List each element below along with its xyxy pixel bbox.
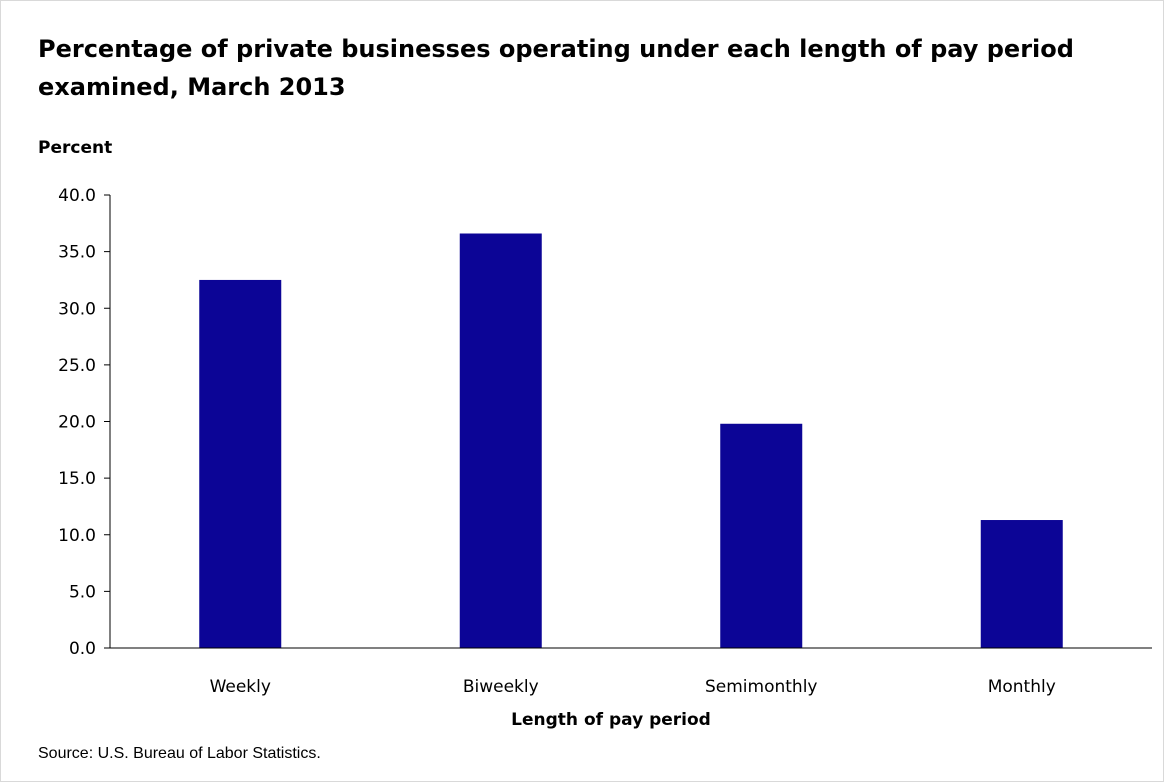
x-tick-label: Monthly — [988, 677, 1056, 697]
y-tick-label: 40.0 — [58, 186, 96, 206]
chart-title: Percentage of private businesses operati… — [38, 35, 1074, 101]
y-axis: 0.0 5.0 10.0 15.0 20.0 25.0 30.0 35.0 40.0 — [58, 186, 110, 659]
y-tick-label: 25.0 — [58, 356, 96, 376]
x-axis-title: Length of pay period — [511, 710, 711, 730]
y-tick-label: 35.0 — [58, 243, 96, 263]
bar-monthly — [980, 520, 1063, 648]
y-tick-label: 20.0 — [58, 413, 96, 433]
bar-semimonthly — [720, 423, 803, 648]
y-tick-label: 10.0 — [58, 526, 96, 546]
y-tick-label: 0.0 — [69, 639, 96, 659]
y-axis-title: Percent — [38, 138, 112, 158]
y-tick-label: 15.0 — [58, 469, 96, 489]
bar-biweekly — [459, 233, 542, 648]
source-note: Source: U.S. Bureau of Labor Statistics. — [38, 745, 321, 762]
y-tick-label: 5.0 — [69, 582, 96, 602]
bars — [199, 233, 1063, 648]
x-axis: Weekly Biweekly Semimonthly Monthly — [210, 677, 1056, 697]
y-tick-label: 30.0 — [58, 299, 96, 319]
x-tick-label: Biweekly — [463, 677, 539, 697]
bar-weekly — [199, 279, 282, 648]
x-tick-label: Weekly — [210, 677, 271, 697]
x-tick-label: Semimonthly — [705, 677, 818, 697]
